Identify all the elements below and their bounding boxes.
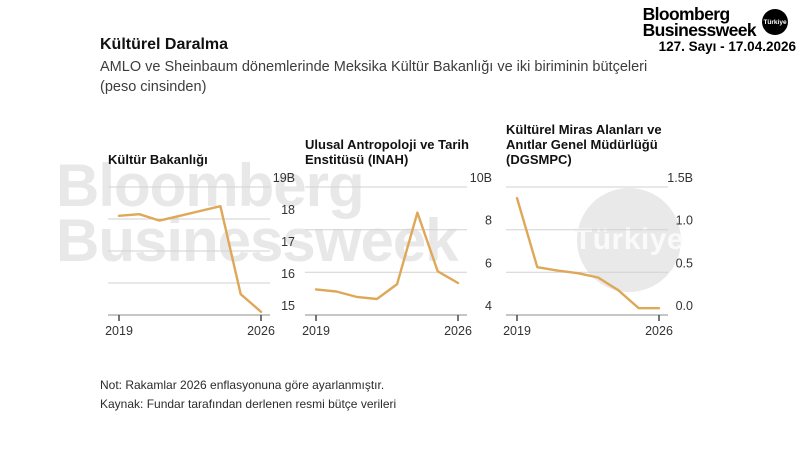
chart-kultur-bakanligi: Kültür Bakanlığı 19B 18 17 16 15 2019 2026 — [105, 120, 298, 341]
footnotes: Not: Rakamlar 2026 enflasyonuna göre aya… — [100, 376, 396, 413]
chart-title-line: Kültür Bakanlığı — [108, 152, 208, 167]
y-tick-label: 1.0 — [676, 214, 693, 228]
x-tick-label: 2026 — [645, 324, 673, 338]
chart-title-line: Anıtlar Genel Müdürlüğü — [506, 137, 658, 152]
y-tick-label: 10B — [470, 171, 492, 185]
bloomberg-watermark: Bloomberg Businessweek — [56, 152, 459, 274]
y-tick-label: 16 — [281, 267, 295, 281]
chart-title-line: Enstitüsü (INAH) — [305, 152, 409, 167]
chart-title-line: Kültürel Miras Alanları ve — [506, 122, 662, 137]
budget-series-line — [117, 205, 263, 314]
chart-title: Kültürel Miras Alanları ve Anıtlar Genel … — [506, 120, 696, 167]
budget-series-line — [515, 196, 661, 310]
budget-line-chart-ministry: 19B 18 17 16 15 2019 2026 — [105, 171, 295, 338]
source-line: Kaynak: Fundar tarafından derlenen resmi… — [100, 396, 397, 411]
y-tick-label: 1.5B — [667, 171, 693, 185]
issue-date: 127. Sayı - 17.04.2026 — [658, 39, 796, 54]
y-tick-label: 15 — [281, 299, 295, 313]
chart-dgsmpc: Kültürel Miras Alanları ve Anıtlar Genel … — [503, 120, 696, 341]
budget-line-chart-inah: 10B 8 6 4 2019 2026 — [302, 171, 492, 338]
y-tick-label: 17 — [281, 235, 295, 249]
y-tick-label: 0.5 — [676, 256, 693, 270]
note-line: Not: Rakamlar 2026 enflasyonuna göre aya… — [100, 378, 385, 392]
chart-title: Ulusal Antropoloji ve Tarih Enstitüsü (IN… — [305, 120, 495, 167]
turkiye-badge: Türkiye — [762, 9, 788, 35]
page-subtitle: AMLO ve Sheinbaum dönemlerinde Meksika K… — [100, 59, 648, 95]
y-tick-label: 0.0 — [676, 299, 693, 313]
page-title: Kültürel Daralma — [100, 36, 229, 53]
chart-inah: Ulusal Antropoloji ve Tarih Enstitüsü (IN… — [302, 120, 495, 341]
y-tick-label: 19B — [273, 171, 295, 185]
watermark-line2: Businessweek — [56, 207, 459, 274]
budget-series-line — [314, 211, 460, 301]
chart-title: Kültür Bakanlığı — [108, 120, 298, 167]
chart-title-line: Ulusal Antropoloji ve Tarih — [305, 137, 469, 152]
y-tick-label: 4 — [485, 299, 492, 313]
turkiye-badge-label: Türkiye — [763, 18, 787, 26]
turkiye-watermark-label: Türkiye — [573, 223, 685, 256]
y-tick-label: 6 — [485, 256, 492, 270]
y-tick-label: 18 — [281, 203, 295, 217]
masthead: Bloomberg Businessweek Türkiye — [642, 4, 788, 40]
x-tick-label: 2026 — [444, 324, 472, 338]
x-tick-label: 2026 — [247, 324, 275, 338]
logo-line1: Bloomberg — [642, 4, 731, 24]
x-tick-label: 2019 — [302, 324, 330, 338]
y-tick-label: 8 — [485, 214, 492, 228]
x-tick-label: 2019 — [105, 324, 133, 338]
x-tick-label: 2019 — [503, 324, 531, 338]
chart-title-line: (DGSMPC) — [506, 152, 572, 167]
turkiye-circle-watermark: Türkiye — [573, 188, 685, 292]
logo-line2: Businessweek — [642, 19, 757, 40]
budget-line-chart-dgsmpc: 1.5B 1.0 0.5 0.0 2019 2026 — [503, 171, 693, 338]
bloomberg-businessweek-logo: Bloomberg Businessweek — [642, 4, 757, 40]
watermark-line1: Bloomberg — [56, 152, 365, 219]
